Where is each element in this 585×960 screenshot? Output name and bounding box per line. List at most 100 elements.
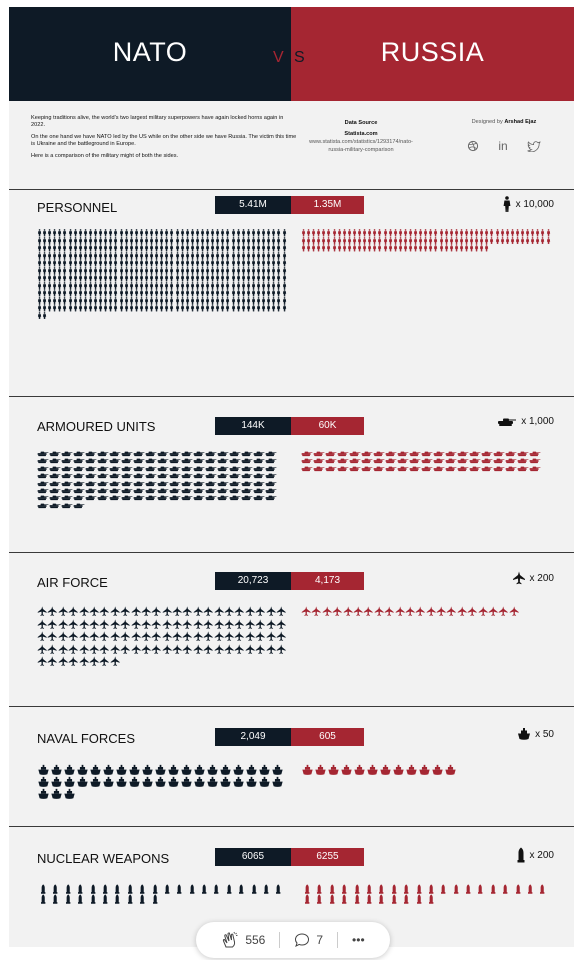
russia-warhead-icon — [317, 884, 322, 894]
russia-soldier-icon — [459, 236, 464, 244]
section-divider — [9, 189, 574, 190]
nato-soldier-icon — [200, 289, 205, 297]
nato-soldier-icon — [277, 289, 281, 297]
nato-soldier-icon — [231, 229, 235, 237]
nato-soldier-icon — [124, 289, 128, 297]
clap-button[interactable]: 556 — [221, 931, 265, 949]
nato-tank-icon — [97, 495, 109, 501]
nato-tank-icon — [157, 488, 169, 494]
nato-warhead-icon — [214, 884, 219, 894]
nato-ship-icon — [233, 776, 244, 787]
nato-soldier-icon — [277, 251, 281, 259]
nato-soldier-icon — [206, 289, 210, 297]
data-source-title: Data Source — [344, 120, 378, 126]
nato-soldier-icon — [134, 304, 138, 312]
nato-soldier-icon — [37, 274, 42, 282]
nato-soldier-icon — [109, 259, 113, 267]
nato-soldier-icon — [206, 236, 210, 244]
nato-soldier-icon — [68, 259, 72, 267]
russia-jet-icon — [364, 606, 373, 616]
nato-soldier-icon — [43, 274, 47, 282]
nato-soldier-icon — [195, 236, 200, 244]
nato-warhead-icon — [127, 894, 133, 904]
nato-soldier-icon — [226, 274, 230, 282]
nato-soldier-icon — [37, 236, 42, 244]
nato-soldier-icon — [93, 296, 98, 304]
russia-warhead-icon — [329, 884, 335, 894]
intro-text: Keeping traditions alive, the world's tw… — [31, 115, 297, 165]
russia-soldier-icon — [327, 244, 331, 252]
nato-soldier-icon — [236, 281, 240, 289]
russia-tank-icon — [397, 466, 409, 471]
nato-soldier-icon — [251, 281, 256, 289]
russia-ship-icon — [367, 764, 378, 775]
russia-soldier-icon — [322, 244, 326, 252]
nato-ship-icon — [155, 764, 166, 775]
nato-tank-icon — [253, 473, 265, 479]
russia-tank-icon — [361, 451, 373, 457]
nato-soldier-icon — [165, 274, 169, 282]
nato-soldier-icon — [246, 304, 250, 312]
russia-tank-icon — [457, 451, 469, 457]
nato-tank-icon — [241, 481, 253, 486]
nato-soldier-icon — [37, 259, 42, 267]
clap-count: 556 — [245, 933, 266, 947]
nato-soldier-icon — [68, 289, 72, 297]
nato-soldier-icon — [114, 304, 118, 312]
russia-soldier-icon — [470, 236, 474, 244]
nato-tank-icon — [181, 495, 193, 501]
dribbble-icon[interactable] — [467, 140, 479, 154]
nato-soldier-icon — [246, 236, 250, 244]
nato-ship-icon — [142, 764, 153, 775]
nato-jet-icon — [214, 643, 224, 654]
nato-soldier-icon — [63, 281, 67, 289]
russia-soldier-icon — [357, 244, 362, 252]
russia-soldier-icon — [459, 244, 464, 252]
nato-soldier-icon — [282, 229, 286, 237]
nato-tank-icon — [49, 451, 61, 457]
nato-jet-icon — [266, 618, 276, 629]
russia-warhead-icon — [416, 884, 421, 894]
nato-soldier-icon — [206, 296, 210, 304]
nato-soldier-icon — [170, 251, 174, 259]
twitter-icon[interactable] — [527, 140, 541, 154]
nato-warhead-icon — [264, 884, 269, 894]
nato-tank-icon — [133, 481, 145, 486]
nato-soldier-icon — [180, 236, 184, 244]
more-options-button[interactable]: ••• — [352, 933, 365, 947]
nato-nuclear-icons — [37, 884, 287, 904]
nato-ship-icon — [103, 776, 114, 787]
nato-tank-icon — [193, 451, 205, 457]
section-title-air-force: AIR FORCE — [37, 575, 108, 590]
nato-jet-icon — [162, 631, 172, 641]
nato-soldier-icon — [99, 289, 103, 297]
russia-ship-icon — [341, 764, 352, 775]
nato-soldier-icon — [109, 236, 113, 244]
nato-soldier-icon — [88, 229, 93, 237]
nato-ship-icon — [246, 764, 257, 775]
data-source-link[interactable]: www.statista.com/statistics/1293174/nato… — [309, 139, 413, 153]
nato-soldier-icon — [282, 304, 286, 312]
nato-jet-icon — [37, 631, 47, 641]
nato-soldier-icon — [241, 266, 245, 274]
linkedin-icon[interactable]: in — [498, 139, 508, 153]
nato-soldier-icon — [73, 236, 77, 244]
nato-tank-icon — [73, 495, 85, 501]
nato-soldier-icon — [124, 304, 128, 312]
nato-ship-icon — [220, 764, 231, 775]
nato-soldier-icon — [134, 281, 138, 289]
nato-soldier-icon — [109, 296, 113, 304]
comment-button[interactable]: 7 — [294, 932, 323, 948]
russia-soldier-icon — [383, 236, 387, 244]
nato-soldier-icon — [37, 251, 42, 259]
reactions-separator — [279, 932, 281, 948]
russia-soldier-icon — [531, 236, 535, 244]
russia-warhead-icon — [391, 884, 397, 894]
nato-jet-icon — [37, 643, 47, 654]
russia-soldier-icon — [515, 229, 520, 237]
nato-soldier-icon — [175, 304, 179, 312]
nato-soldier-icon — [226, 229, 230, 237]
nuclear-unit: x 200 — [516, 847, 554, 863]
russia-soldier-icon — [378, 229, 382, 237]
nato-soldier-icon — [195, 251, 200, 259]
